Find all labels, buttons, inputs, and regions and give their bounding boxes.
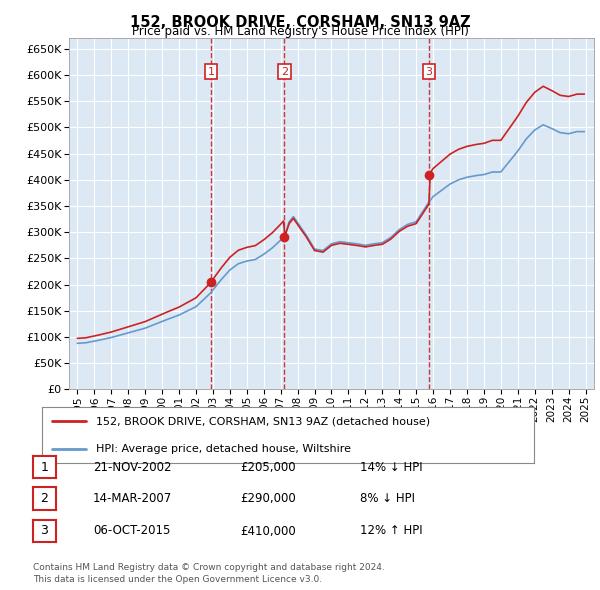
Text: 06-OCT-2015: 06-OCT-2015	[93, 525, 170, 537]
Text: 2: 2	[40, 492, 49, 505]
Text: 3: 3	[425, 67, 433, 77]
Text: 8% ↓ HPI: 8% ↓ HPI	[360, 492, 415, 505]
Text: 1: 1	[40, 461, 49, 474]
Text: £205,000: £205,000	[240, 461, 296, 474]
Text: 1: 1	[208, 67, 215, 77]
Text: 3: 3	[40, 525, 49, 537]
Text: 21-NOV-2002: 21-NOV-2002	[93, 461, 172, 474]
Text: 152, BROOK DRIVE, CORSHAM, SN13 9AZ: 152, BROOK DRIVE, CORSHAM, SN13 9AZ	[130, 15, 470, 30]
Text: Contains HM Land Registry data © Crown copyright and database right 2024.: Contains HM Land Registry data © Crown c…	[33, 563, 385, 572]
Text: 152, BROOK DRIVE, CORSHAM, SN13 9AZ (detached house): 152, BROOK DRIVE, CORSHAM, SN13 9AZ (det…	[96, 416, 430, 426]
Text: 12% ↑ HPI: 12% ↑ HPI	[360, 525, 422, 537]
Text: 14-MAR-2007: 14-MAR-2007	[93, 492, 172, 505]
Text: Price paid vs. HM Land Registry's House Price Index (HPI): Price paid vs. HM Land Registry's House …	[131, 25, 469, 38]
Text: 14% ↓ HPI: 14% ↓ HPI	[360, 461, 422, 474]
Text: £410,000: £410,000	[240, 525, 296, 537]
Text: This data is licensed under the Open Government Licence v3.0.: This data is licensed under the Open Gov…	[33, 575, 322, 584]
Text: 2: 2	[281, 67, 288, 77]
Text: £290,000: £290,000	[240, 492, 296, 505]
Text: HPI: Average price, detached house, Wiltshire: HPI: Average price, detached house, Wilt…	[96, 444, 351, 454]
